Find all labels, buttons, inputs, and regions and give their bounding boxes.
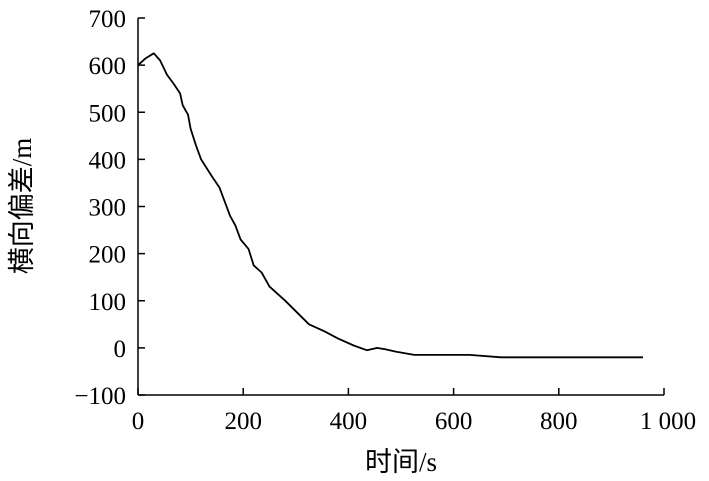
plot-area xyxy=(137,52,643,359)
y-tick-label: −100 xyxy=(74,383,126,410)
y-tick-label: 0 xyxy=(114,336,127,363)
series-line xyxy=(137,52,643,359)
x-tick-label: 600 xyxy=(435,408,473,435)
y-tick-label: 700 xyxy=(89,6,127,33)
y-tick-label: 200 xyxy=(89,242,127,269)
y-axis-title: 横向偏差/m xyxy=(7,138,37,275)
y-tick-label: 400 xyxy=(89,147,127,174)
y-tick-label: 300 xyxy=(89,195,127,222)
x-tick-label: 800 xyxy=(540,408,578,435)
y-tick-label: 100 xyxy=(89,289,127,316)
x-tick-label: 400 xyxy=(330,408,368,435)
y-tick-label: 600 xyxy=(89,53,127,80)
y-tick-label: 500 xyxy=(89,100,127,127)
x-axis-title: 时间/s xyxy=(365,447,437,477)
x-tick-label: 1 000 xyxy=(640,408,696,435)
x-tick-label: 200 xyxy=(224,408,262,435)
x-tick-label: 0 xyxy=(132,408,145,435)
